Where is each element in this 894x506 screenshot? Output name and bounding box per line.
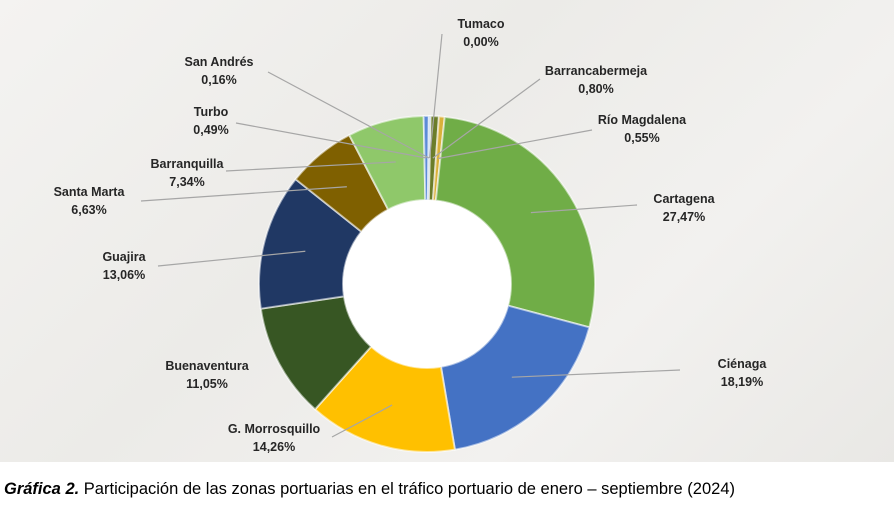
- leader-san-andres: [267, 71, 430, 159]
- slice-labels: Tumaco 0,00% Barrancabermeja 0,80% Río Magda…: [54, 17, 768, 454]
- label-value-cartagena: 27,47%: [663, 210, 705, 224]
- label-value-barrancabermeja: 0,80%: [578, 82, 613, 96]
- label-name-turbo: Turbo: [194, 105, 229, 119]
- leader-rio-magdalena: [438, 129, 593, 160]
- label-value-turbo: 0,49%: [193, 123, 228, 137]
- label-name-rio-magdalena: Río Magdalena: [598, 113, 687, 127]
- label-name-barranquilla: Barranquilla: [151, 157, 225, 171]
- leader-g-morrosquillo: [331, 404, 393, 438]
- label-value-rio-magdalena: 0,55%: [624, 131, 659, 145]
- caption-lead: Gráfica 2.: [4, 480, 80, 498]
- leader-turbo: [235, 122, 427, 159]
- label-name-tumaco: Tumaco: [458, 17, 505, 31]
- label-name-cartagena: Cartagena: [653, 192, 715, 206]
- label-name-buenaventura: Buenaventura: [165, 359, 249, 373]
- leader-tumaco: [429, 33, 443, 159]
- label-value-tumaco: 0,00%: [463, 35, 498, 49]
- leader-cienaga: [511, 369, 681, 378]
- label-name-g-morrosquillo: G. Morrosquillo: [228, 422, 321, 436]
- label-value-buenaventura: 11,05%: [186, 377, 228, 391]
- leader-guajira: [157, 250, 306, 267]
- leader-cartagena: [530, 204, 638, 214]
- label-value-santa-marta: 6,63%: [71, 203, 106, 217]
- label-value-g-morrosquillo: 14,26%: [253, 440, 295, 454]
- label-name-cienaga: Ciénaga: [718, 357, 768, 371]
- donut-hole: [343, 200, 511, 368]
- donut-slices: [258, 114, 596, 453]
- label-value-san-andres: 0,16%: [201, 73, 236, 87]
- label-name-barrancabermeja: Barrancabermeja: [545, 64, 648, 78]
- leader-lines: [140, 33, 681, 438]
- donut-chart: Tumaco 0,00% Barrancabermeja 0,80% Río Magda…: [54, 17, 768, 454]
- label-name-santa-marta: Santa Marta: [54, 185, 126, 199]
- leader-barrancabermeja: [432, 78, 541, 159]
- label-value-cienaga: 18,19%: [721, 375, 763, 389]
- figure-caption: Gráfica 2. Participación de las zonas po…: [4, 480, 735, 499]
- label-value-barranquilla: 7,34%: [169, 175, 204, 189]
- label-value-guajira: 13,06%: [103, 268, 145, 282]
- leader-barranquilla: [225, 161, 396, 172]
- label-name-guajira: Guajira: [102, 250, 146, 264]
- caption-text: Participación de las zonas portuarias en…: [79, 480, 736, 498]
- leader-santa-marta: [140, 186, 347, 202]
- label-name-san-andres: San Andrés: [184, 55, 253, 69]
